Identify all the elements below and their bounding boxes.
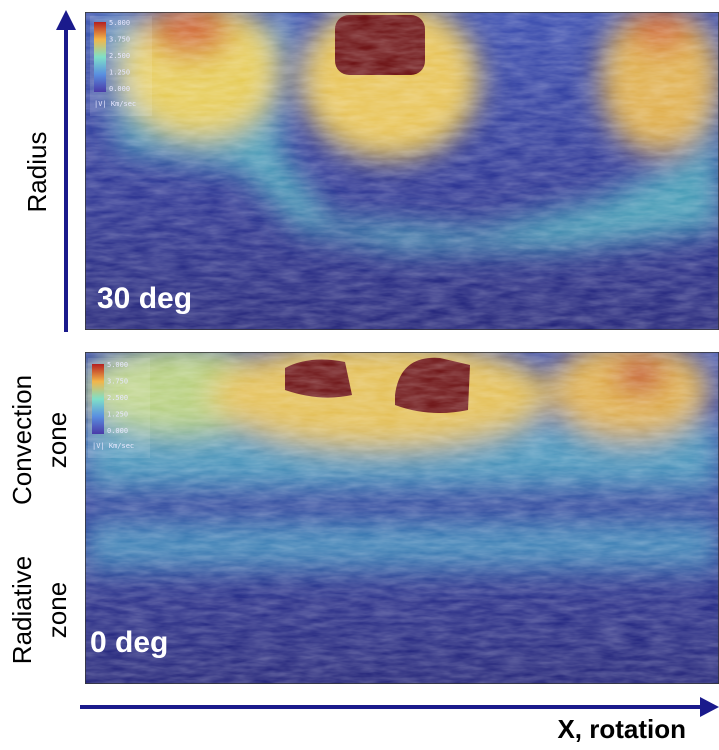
colorbar-tick: 5.000 [109, 19, 130, 27]
colorbar-tick: 1.250 [107, 411, 128, 419]
colorbar-unit: |V| Km/sec [92, 442, 134, 450]
y-axis-label: Radius [22, 132, 52, 213]
colorbar-tick: 2.500 [107, 394, 128, 402]
colorbar-tick: 3.750 [109, 36, 130, 44]
colorbar-tick: 5.000 [107, 361, 128, 369]
panel-label: 0 deg [90, 626, 168, 659]
colorbar-tick: 1.250 [109, 69, 130, 77]
panel-label: 30 deg [97, 282, 192, 315]
zone-label: zone [42, 582, 72, 638]
figure: 30 deg 0 deg Radius Convection zone Radi… [0, 0, 719, 745]
zone-label: Convection [7, 375, 37, 505]
page: 30 deg 0 deg Radius Convection zone Radi… [0, 0, 719, 745]
zone-label: Radiative [7, 556, 37, 664]
colorbar-unit: |V| Km/sec [94, 100, 136, 108]
colorbar-tick: 3.750 [107, 378, 128, 386]
panel-bottom: 0 deg [80, 340, 719, 684]
x-axis-label: X, rotation [557, 714, 686, 744]
y-arrowhead [56, 10, 76, 30]
panel-top: 30 deg [85, 0, 719, 330]
zone-label: zone [42, 412, 72, 468]
colorbar-tick: 0.000 [109, 85, 130, 93]
x-arrowhead [700, 697, 719, 717]
colorbar-tick: 2.500 [109, 52, 130, 60]
colorbar-tick: 0.000 [107, 427, 128, 435]
